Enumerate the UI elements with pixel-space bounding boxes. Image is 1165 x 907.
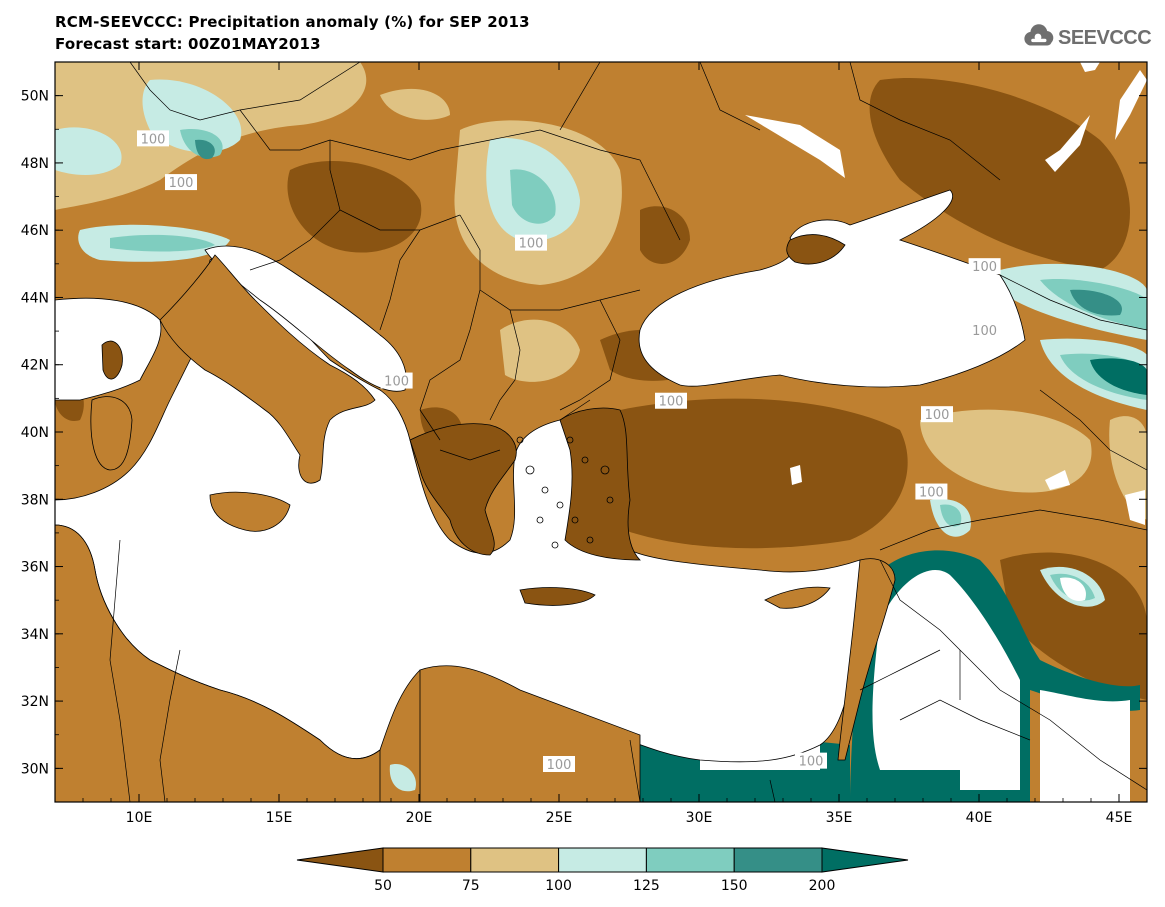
x-axis: 10E 15E 20E 25E 30E 35E 40E 45E <box>54 62 1148 826</box>
colorbar-segment <box>382 847 472 873</box>
y-tick-label: 36N <box>21 560 49 576</box>
x-tick-label: 10E <box>126 810 153 826</box>
contour-label: 100 <box>972 324 997 339</box>
colorbar-label: 150 <box>721 878 748 894</box>
contour-label-box <box>137 130 169 147</box>
colorbar-label: 75 <box>462 878 480 894</box>
x-tick-label: 30E <box>686 810 713 826</box>
colorbar-segment <box>470 847 560 873</box>
contour-label-box <box>380 372 413 389</box>
contour-label: 100 <box>972 260 997 275</box>
aegean-islands <box>516 436 614 549</box>
colorbar-segment <box>558 847 647 873</box>
y-tick-label: 38N <box>21 492 49 508</box>
country-borders <box>109 62 1147 802</box>
contour-label: 100 <box>384 375 409 390</box>
y-tick-label: 32N <box>21 694 49 710</box>
x-tick-label: 25E <box>546 810 573 826</box>
colorbar-segment <box>296 847 384 873</box>
y-tick-label: 40N <box>21 425 49 441</box>
x-tick-label: 45E <box>1106 810 1133 826</box>
x-tick-label: 40E <box>966 810 993 826</box>
y-tick-label: 48N <box>21 156 49 172</box>
y-tick-label: 30N <box>21 761 49 777</box>
contour-label: 100 <box>141 132 166 147</box>
contour-label: 100 <box>659 395 684 410</box>
colorbar-segment <box>821 847 909 873</box>
colorbar-label: 125 <box>633 878 660 894</box>
colorbar-segment <box>645 847 735 873</box>
contour-label-box <box>915 483 948 500</box>
anomaly-field <box>55 62 1147 802</box>
x-tick-label: 20E <box>406 810 433 826</box>
y-tick-label: 46N <box>21 223 49 239</box>
contour-label: 100 <box>169 176 194 191</box>
colorbar-label: 50 <box>374 878 392 894</box>
logo-text: SEEVCCC <box>1058 27 1152 49</box>
colorbar-label: 200 <box>809 878 836 894</box>
contour-label: 100 <box>799 755 824 770</box>
contour-label-box <box>921 406 953 423</box>
contour-label-box <box>515 234 547 251</box>
contour-label-box <box>968 258 1001 275</box>
colorbar-label: 100 <box>545 878 572 894</box>
chart-subtitle: Forecast start: 00Z01MAY2013 <box>55 35 321 53</box>
contour-label-box <box>968 322 1001 339</box>
y-tick-label: 34N <box>21 627 49 643</box>
x-tick-label: 15E <box>266 810 293 826</box>
x-tick-label: 35E <box>826 810 853 826</box>
y-tick-label: 50N <box>21 89 49 105</box>
contour-label: 100 <box>919 486 944 501</box>
contour-label: 100 <box>519 237 544 252</box>
contour-label-box <box>655 392 687 409</box>
y-axis: 30N 32N 34N 36N 38N 40N 42N 44N 46N 48N 50N <box>21 61 1147 803</box>
islands <box>55 234 896 802</box>
colorbar-segment <box>733 847 823 873</box>
contour-labels: 100 100 100 100 100 100 100 100 100 100 100 <box>137 130 1001 773</box>
colorbar: 50 75 100 125 150 200 <box>296 847 909 894</box>
y-tick-label: 44N <box>21 290 49 306</box>
chart-title: RCM-SEEVCCC: Precipitation anomaly (%) f… <box>55 13 530 31</box>
contour-label: 100 <box>925 408 950 423</box>
contour-label-box <box>795 752 827 769</box>
contour-label-box <box>543 756 575 772</box>
contour-label-box <box>165 174 197 191</box>
y-tick-label: 42N <box>21 358 49 374</box>
contour-label: 100 <box>547 758 572 773</box>
field-missing <box>510 62 1147 802</box>
cloud-icon <box>1024 24 1054 46</box>
